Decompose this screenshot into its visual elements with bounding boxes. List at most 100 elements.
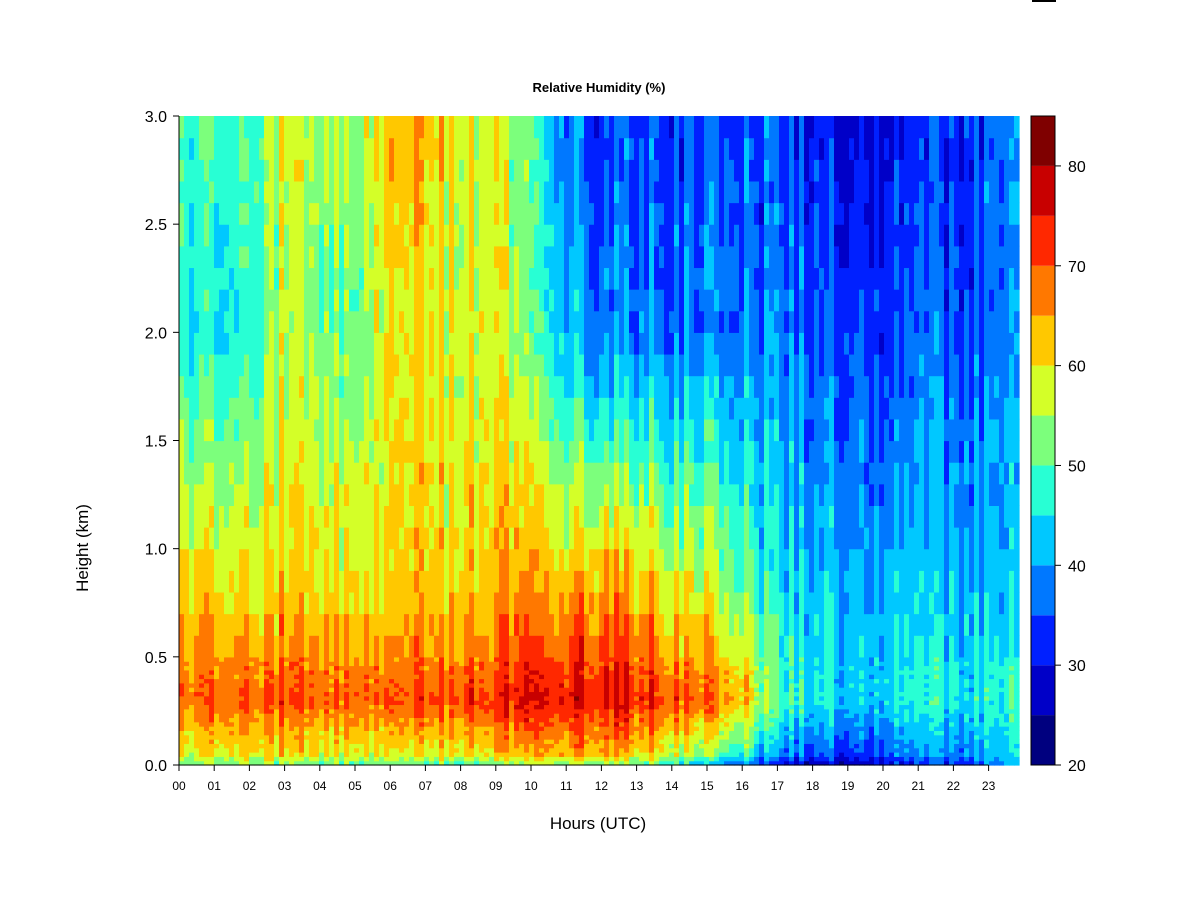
heatmap-cell [229,713,235,719]
heatmap-cell [479,674,485,680]
heatmap-cell [359,289,365,312]
heatmap-cell [454,752,460,757]
heatmap-cell [284,505,290,528]
heatmap-cell [279,332,285,355]
heatmap-cell [459,695,465,701]
heatmap-cell [574,418,580,442]
heatmap-cell [414,717,420,723]
heatmap-cell [484,418,490,442]
heatmap-cell [394,691,400,697]
heatmap-cell [659,730,665,736]
heatmap-cell [649,483,655,506]
heatmap-cell [274,656,280,662]
heatmap-cell [524,483,530,506]
heatmap-cell [494,708,500,714]
heatmap-cell [539,224,545,247]
heatmap-cell [324,674,330,680]
heatmap-cell [334,159,340,182]
heatmap-cell [529,418,535,442]
heatmap-cell [399,661,405,667]
heatmap-cell [259,591,265,615]
heatmap-cell [319,462,325,485]
heatmap-cell [229,613,235,636]
heatmap-cell [539,570,545,593]
heatmap-cell [299,267,305,290]
heatmap-cell [179,440,185,463]
heatmap-cell [469,656,475,662]
heatmap-cell [249,375,255,398]
heatmap-cell [349,691,355,697]
heatmap-cell [579,661,585,667]
heatmap-cell [279,661,285,667]
heatmap-cell [649,224,655,247]
heatmap-cell [319,743,325,749]
heatmap-cell [409,687,415,693]
heatmap-cell [289,418,295,442]
heatmap-cell [244,267,250,290]
heatmap-cell [414,353,420,377]
heatmap-cell [624,760,630,766]
heatmap-cell [579,418,585,442]
heatmap-cell [344,674,350,680]
heatmap-cell [574,674,580,680]
heatmap-cell [394,548,400,571]
heatmap-cell [204,704,210,710]
heatmap-cell [499,687,505,693]
heatmap-cell [644,591,650,615]
heatmap-cell [269,245,275,269]
heatmap-cell [424,669,430,675]
heatmap-cell [574,726,580,731]
heatmap-cell [574,267,580,290]
heatmap-cell [459,669,465,675]
heatmap-cell [494,505,500,528]
heatmap-cell [274,527,280,550]
heatmap-cell [254,726,260,731]
heatmap-cell [574,691,580,697]
heatmap-cell [549,505,555,528]
heatmap-cell [309,224,315,247]
heatmap-cell [204,669,210,675]
heatmap-cell [199,505,205,528]
heatmap-cell [209,691,215,697]
heatmap-cell [604,669,610,675]
heatmap-cell [374,734,380,740]
heatmap-cell [339,613,345,636]
heatmap-cell [519,397,525,420]
heatmap-cell [259,289,265,312]
heatmap-cell [409,704,415,710]
heatmap-cell [434,202,440,225]
heatmap-cell [234,527,240,550]
heatmap-cell [264,397,270,420]
heatmap-cell [429,678,435,684]
heatmap-cell [634,159,640,182]
heatmap-cell [559,739,565,744]
heatmap-cell [584,734,590,740]
heatmap-cell [619,137,625,160]
heatmap-cell [574,116,580,139]
heatmap-cell [514,713,520,719]
heatmap-cell [574,527,580,550]
heatmap-cell [429,669,435,675]
heatmap-cell [599,483,605,506]
heatmap-cell [189,418,195,442]
heatmap-cell [349,760,355,766]
heatmap-cell [559,717,565,723]
heatmap-cell [484,483,490,506]
heatmap-cell [594,669,600,675]
heatmap-cell [224,756,230,762]
heatmap-cell [629,674,635,680]
heatmap-cell [669,734,675,740]
heatmap-cell [489,289,495,312]
heatmap-cell [569,332,575,355]
heatmap-cell [624,656,630,662]
heatmap-cell [234,691,240,697]
heatmap-cell [634,721,640,727]
heatmap-cell [209,739,215,744]
heatmap-cell [214,687,220,693]
heatmap-cell [389,674,395,680]
heatmap-cell [629,548,635,571]
heatmap-cell [229,661,235,667]
heatmap-cell [304,548,310,571]
heatmap-cell [414,760,420,766]
